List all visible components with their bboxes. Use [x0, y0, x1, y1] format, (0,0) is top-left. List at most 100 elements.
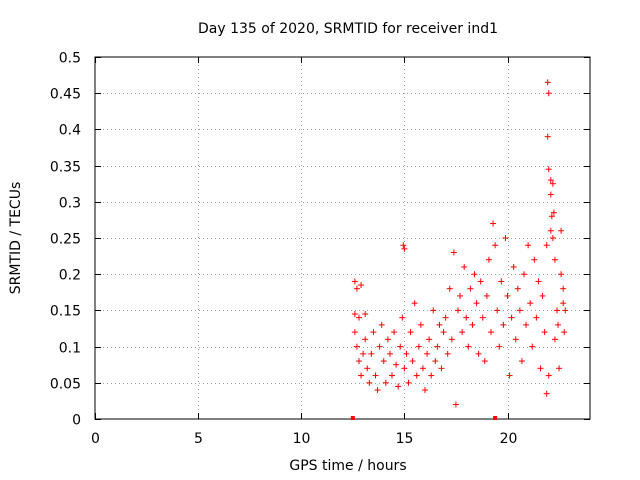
data-point: [351, 311, 358, 318]
data-point: [400, 242, 407, 249]
y-tick-label: 0.25: [50, 232, 81, 248]
y-tick-label: 0.35: [50, 160, 81, 176]
data-point: [508, 314, 515, 321]
data-point: [481, 358, 488, 365]
y-tick-label: 0.15: [50, 304, 81, 320]
data-point: [469, 321, 476, 328]
data-point: [393, 361, 400, 368]
data-point: [545, 166, 552, 173]
data-point: [494, 307, 501, 314]
data-point: [558, 271, 565, 278]
axis-markers: [350, 416, 498, 420]
y-tick-label: 0.1: [59, 341, 81, 357]
data-point: [506, 372, 513, 379]
data-point: [479, 314, 486, 321]
data-point: [550, 209, 557, 216]
data-point: [395, 383, 402, 390]
y-tick-label: 0: [72, 413, 81, 429]
data-point: [434, 343, 441, 350]
data-point: [397, 343, 404, 350]
data-point: [401, 365, 408, 372]
data-point: [380, 358, 387, 365]
data-point: [485, 256, 492, 263]
data-point: [440, 329, 447, 336]
data-point: [545, 372, 552, 379]
data-point: [547, 177, 554, 184]
data-point: [370, 329, 377, 336]
data-point: [444, 350, 451, 357]
grid: [95, 57, 590, 419]
data-point: [543, 390, 550, 397]
data-point: [537, 365, 544, 372]
data-point: [516, 307, 523, 314]
data-point: [483, 292, 490, 299]
data-point: [399, 314, 406, 321]
data-point: [544, 133, 551, 140]
data-point: [353, 343, 360, 350]
data-point: [415, 343, 422, 350]
data-point: [378, 321, 385, 328]
data-point: [351, 278, 358, 285]
data-point: [463, 314, 470, 321]
data-point: [490, 220, 497, 227]
data-point: [549, 180, 556, 187]
data-point: [360, 350, 367, 357]
data-point: [492, 242, 499, 249]
data-point: [409, 358, 416, 365]
data-point: [461, 263, 468, 270]
data-points: [351, 79, 569, 408]
data-point: [558, 227, 565, 234]
data-point: [535, 278, 542, 285]
data-point: [356, 358, 362, 365]
data-point: [401, 245, 408, 252]
data-point: [452, 401, 459, 408]
data-point: [372, 372, 379, 379]
data-point: [426, 336, 433, 343]
y-tick-label: 0.3: [59, 196, 81, 212]
data-point: [386, 350, 393, 357]
data-point: [450, 249, 457, 256]
data-point: [504, 292, 511, 299]
x-tick-label: 10: [293, 431, 311, 447]
data-point: [411, 300, 418, 307]
data-point: [448, 336, 455, 343]
axis-ticks: 0 0.05 0.1 0.15 0.2 0.25 0.3 0.35 0.4 0.45 0.5 0 5 10…: [50, 51, 590, 447]
data-point: [351, 329, 358, 336]
data-point: [562, 307, 569, 314]
data-point: [446, 285, 453, 292]
data-point: [471, 271, 478, 278]
data-point: [554, 307, 560, 314]
data-point: [376, 343, 383, 350]
data-point: [432, 358, 439, 365]
data-point: [544, 79, 551, 86]
data-point: [556, 365, 563, 372]
y-axis-title: SRMTID / TECUs: [8, 182, 24, 295]
data-point: [467, 285, 474, 292]
data-point: [430, 307, 437, 314]
data-point: [477, 278, 484, 285]
data-point: [428, 372, 435, 379]
data-point: [424, 350, 431, 357]
data-point: [547, 227, 554, 234]
data-point: [527, 300, 534, 307]
data-point: [500, 321, 507, 328]
data-point: [436, 321, 443, 328]
data-point: [529, 343, 536, 350]
x-tick-label: 20: [500, 431, 518, 447]
data-point: [555, 321, 562, 328]
data-point: [523, 321, 530, 328]
data-point: [518, 358, 525, 365]
y-tick-label: 0.4: [59, 123, 81, 139]
data-point: [438, 365, 445, 372]
data-point: [419, 365, 426, 372]
axis-marker: [350, 416, 355, 420]
x-tick-label: 15: [396, 431, 414, 447]
data-point: [422, 387, 428, 394]
data-point: [512, 336, 519, 343]
data-point: [459, 329, 466, 336]
chart-title: Day 135 of 2020, SRMTID for receiver ind…: [198, 21, 498, 37]
data-point: [488, 329, 494, 336]
data-point: [442, 314, 449, 321]
y-tick-label: 0.2: [59, 268, 81, 284]
data-point: [496, 343, 503, 350]
